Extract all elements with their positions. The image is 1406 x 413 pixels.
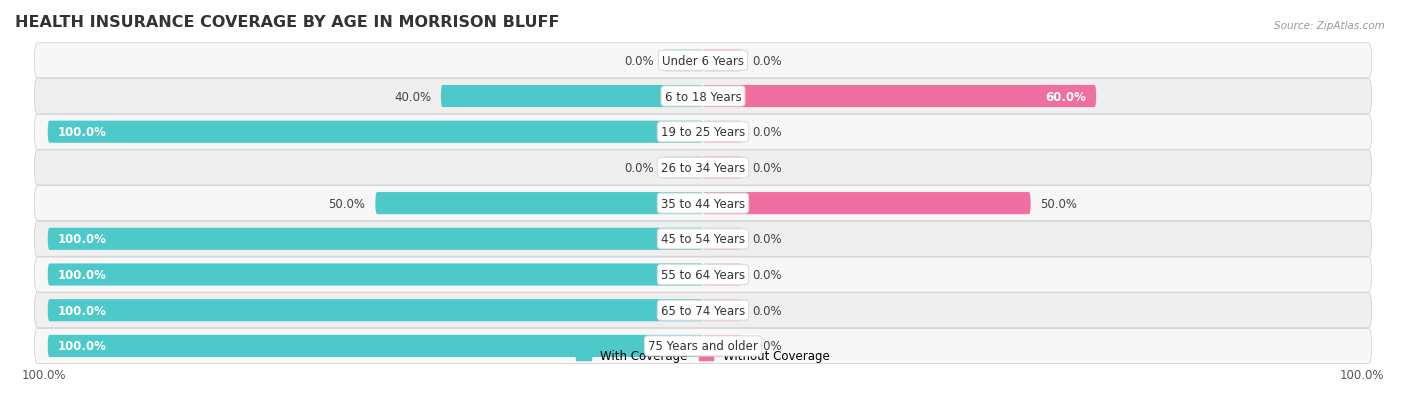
Text: 0.0%: 0.0% bbox=[624, 55, 654, 68]
Text: 0.0%: 0.0% bbox=[752, 161, 782, 175]
Text: 0.0%: 0.0% bbox=[752, 268, 782, 281]
FancyBboxPatch shape bbox=[35, 329, 1371, 363]
FancyBboxPatch shape bbox=[48, 335, 703, 357]
Text: 0.0%: 0.0% bbox=[752, 55, 782, 68]
FancyBboxPatch shape bbox=[375, 192, 703, 215]
FancyBboxPatch shape bbox=[48, 228, 703, 250]
Text: 0.0%: 0.0% bbox=[624, 161, 654, 175]
FancyBboxPatch shape bbox=[48, 121, 703, 143]
FancyBboxPatch shape bbox=[703, 335, 742, 357]
FancyBboxPatch shape bbox=[703, 264, 742, 286]
Text: 100.0%: 100.0% bbox=[58, 233, 107, 246]
FancyBboxPatch shape bbox=[48, 299, 703, 321]
Text: 0.0%: 0.0% bbox=[752, 339, 782, 353]
Text: 100.0%: 100.0% bbox=[58, 304, 107, 317]
Text: 50.0%: 50.0% bbox=[329, 197, 366, 210]
Text: 75 Years and older: 75 Years and older bbox=[648, 339, 758, 353]
FancyBboxPatch shape bbox=[441, 86, 703, 108]
Text: 55 to 64 Years: 55 to 64 Years bbox=[661, 268, 745, 281]
FancyBboxPatch shape bbox=[664, 50, 703, 72]
FancyBboxPatch shape bbox=[703, 86, 1097, 108]
Text: Under 6 Years: Under 6 Years bbox=[662, 55, 744, 68]
FancyBboxPatch shape bbox=[35, 79, 1371, 114]
Text: 100.0%: 100.0% bbox=[58, 339, 107, 353]
Text: 0.0%: 0.0% bbox=[752, 304, 782, 317]
FancyBboxPatch shape bbox=[35, 257, 1371, 292]
Text: 65 to 74 Years: 65 to 74 Years bbox=[661, 304, 745, 317]
FancyBboxPatch shape bbox=[703, 192, 1031, 215]
Text: 45 to 54 Years: 45 to 54 Years bbox=[661, 233, 745, 246]
Text: 50.0%: 50.0% bbox=[1040, 197, 1077, 210]
Text: 35 to 44 Years: 35 to 44 Years bbox=[661, 197, 745, 210]
Text: 60.0%: 60.0% bbox=[1046, 90, 1087, 103]
Text: Source: ZipAtlas.com: Source: ZipAtlas.com bbox=[1274, 21, 1385, 31]
FancyBboxPatch shape bbox=[703, 121, 742, 143]
Text: 100.0%: 100.0% bbox=[58, 268, 107, 281]
FancyBboxPatch shape bbox=[35, 151, 1371, 185]
FancyBboxPatch shape bbox=[664, 157, 703, 179]
Text: 0.0%: 0.0% bbox=[752, 233, 782, 246]
FancyBboxPatch shape bbox=[35, 115, 1371, 150]
Text: 0.0%: 0.0% bbox=[752, 126, 782, 139]
Text: 100.0%: 100.0% bbox=[21, 368, 66, 382]
Text: 100.0%: 100.0% bbox=[58, 126, 107, 139]
FancyBboxPatch shape bbox=[35, 293, 1371, 328]
FancyBboxPatch shape bbox=[703, 157, 742, 179]
Text: 40.0%: 40.0% bbox=[394, 90, 432, 103]
FancyBboxPatch shape bbox=[703, 299, 742, 321]
Legend: With Coverage, Without Coverage: With Coverage, Without Coverage bbox=[572, 344, 834, 367]
Text: 100.0%: 100.0% bbox=[1340, 368, 1385, 382]
FancyBboxPatch shape bbox=[703, 50, 742, 72]
FancyBboxPatch shape bbox=[35, 222, 1371, 257]
Text: 19 to 25 Years: 19 to 25 Years bbox=[661, 126, 745, 139]
FancyBboxPatch shape bbox=[703, 228, 742, 250]
FancyBboxPatch shape bbox=[35, 186, 1371, 221]
FancyBboxPatch shape bbox=[48, 264, 703, 286]
Text: HEALTH INSURANCE COVERAGE BY AGE IN MORRISON BLUFF: HEALTH INSURANCE COVERAGE BY AGE IN MORR… bbox=[15, 15, 560, 30]
Text: 26 to 34 Years: 26 to 34 Years bbox=[661, 161, 745, 175]
Text: 6 to 18 Years: 6 to 18 Years bbox=[665, 90, 741, 103]
FancyBboxPatch shape bbox=[35, 44, 1371, 78]
